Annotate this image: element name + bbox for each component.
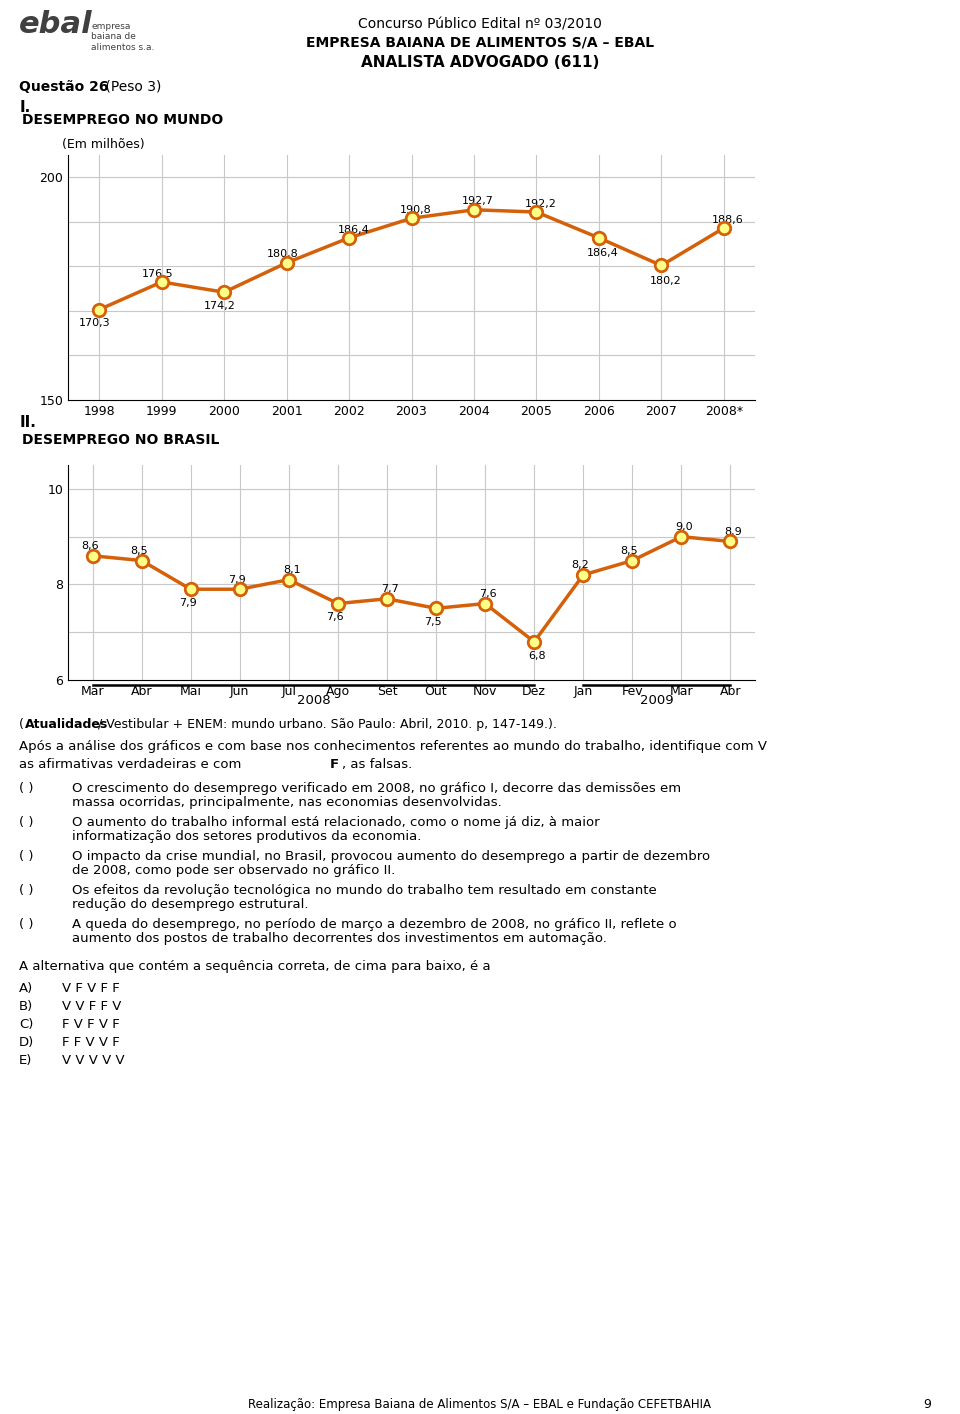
Text: DESEMPREGO NO BRASIL: DESEMPREGO NO BRASIL — [22, 433, 220, 447]
Text: as afirmativas verdadeiras e com: as afirmativas verdadeiras e com — [19, 758, 246, 771]
Text: ( ): ( ) — [19, 850, 34, 863]
Text: II.: II. — [19, 414, 36, 430]
Text: de 2008, como pode ser observado no gráfico II.: de 2008, como pode ser observado no gráf… — [72, 864, 396, 877]
Text: 7,7: 7,7 — [381, 584, 398, 594]
Text: O impacto da crise mundial, no Brasil, provocou aumento do desemprego a partir d: O impacto da crise mundial, no Brasil, p… — [72, 850, 710, 863]
Text: 174,2: 174,2 — [204, 301, 236, 311]
Text: 176,5: 176,5 — [142, 269, 174, 279]
Text: 8,6: 8,6 — [81, 542, 99, 551]
Text: (: ( — [19, 718, 24, 731]
Text: V F V F F: V F V F F — [62, 981, 120, 995]
Text: ( ): ( ) — [19, 918, 34, 930]
Text: 7,9: 7,9 — [179, 598, 197, 608]
Text: (Em milhões): (Em milhões) — [62, 139, 145, 151]
Text: 7,5: 7,5 — [424, 618, 442, 628]
Text: 8,9: 8,9 — [725, 527, 742, 537]
Text: 2009: 2009 — [640, 694, 674, 707]
Text: Concurso Público Edital nº 03/2010: Concurso Público Edital nº 03/2010 — [358, 18, 602, 33]
Text: ( ): ( ) — [19, 782, 34, 795]
Text: 9: 9 — [924, 1398, 931, 1411]
Text: Questão 26: Questão 26 — [19, 81, 108, 93]
Text: ( ): ( ) — [19, 884, 34, 896]
Text: F V F V F: F V F V F — [62, 1018, 120, 1031]
Text: V V V V V: V V V V V — [62, 1053, 125, 1068]
Text: Realização: Empresa Baiana de Alimentos S/A – EBAL e Fundação CEFETBAHIA: Realização: Empresa Baiana de Alimentos … — [249, 1398, 711, 1411]
Text: Após a análise dos gráficos e com base nos conhecimentos referentes ao mundo do : Após a análise dos gráficos e com base n… — [19, 740, 767, 754]
Text: F: F — [329, 758, 339, 771]
Text: 192,7: 192,7 — [462, 197, 494, 206]
Text: 8,1: 8,1 — [283, 566, 300, 575]
Text: 7,9: 7,9 — [228, 574, 246, 584]
Text: I.: I. — [19, 100, 31, 115]
Text: A alternativa que contém a sequência correta, de cima para baixo, é a: A alternativa que contém a sequência cor… — [19, 960, 491, 973]
Text: 192,2: 192,2 — [524, 199, 557, 209]
Text: EMPRESA BAIANA DE ALIMENTOS S/A – EBAL: EMPRESA BAIANA DE ALIMENTOS S/A – EBAL — [306, 35, 654, 49]
Text: E): E) — [19, 1053, 33, 1068]
Text: 180,8: 180,8 — [267, 249, 299, 259]
Text: 188,6: 188,6 — [712, 215, 744, 225]
Text: 186,4: 186,4 — [588, 247, 619, 259]
Text: 6,8: 6,8 — [528, 650, 546, 660]
Text: redução do desemprego estrutural.: redução do desemprego estrutural. — [72, 898, 308, 911]
Text: 180,2: 180,2 — [650, 276, 682, 286]
Text: Os efeitos da revolução tecnológica no mundo do trabalho tem resultado em consta: Os efeitos da revolução tecnológica no m… — [72, 884, 657, 896]
Text: Atualidades: Atualidades — [25, 718, 108, 731]
Text: F F V V F: F F V V F — [62, 1036, 120, 1049]
Text: informatização dos setores produtivos da economia.: informatização dos setores produtivos da… — [72, 830, 421, 843]
Text: B): B) — [19, 1000, 34, 1012]
Text: 7,6: 7,6 — [479, 588, 496, 600]
Text: D): D) — [19, 1036, 35, 1049]
Text: aumento dos postos de trabalho decorrentes dos investimentos em automação.: aumento dos postos de trabalho decorrent… — [72, 932, 607, 945]
Text: A): A) — [19, 981, 34, 995]
Text: ebal: ebal — [19, 10, 93, 40]
Text: O aumento do trabalho informal está relacionado, como o nome já diz, à maior: O aumento do trabalho informal está rela… — [72, 816, 600, 829]
Text: , as falsas.: , as falsas. — [342, 758, 412, 771]
Text: / Vestibular + ENEM: mundo urbano. São Paulo: Abril, 2010. p, 147-149.).: / Vestibular + ENEM: mundo urbano. São P… — [94, 718, 557, 731]
Text: 186,4: 186,4 — [337, 225, 369, 235]
Text: massa ocorridas, principalmente, nas economias desenvolvidas.: massa ocorridas, principalmente, nas eco… — [72, 796, 502, 809]
Text: 7,6: 7,6 — [326, 612, 344, 622]
Text: 2008: 2008 — [297, 694, 330, 707]
Text: ANALISTA ADVOGADO (611): ANALISTA ADVOGADO (611) — [361, 55, 599, 71]
Text: 190,8: 190,8 — [399, 205, 432, 215]
Text: (Peso 3): (Peso 3) — [101, 81, 161, 93]
Text: 8,5: 8,5 — [621, 546, 638, 556]
Text: C): C) — [19, 1018, 34, 1031]
Text: 170,3: 170,3 — [80, 318, 110, 328]
Text: DESEMPREGO NO MUNDO: DESEMPREGO NO MUNDO — [22, 113, 224, 127]
Text: O crescimento do desemprego verificado em 2008, no gráfico I, decorre das demiss: O crescimento do desemprego verificado e… — [72, 782, 682, 795]
Text: 8,2: 8,2 — [571, 560, 589, 570]
Text: 9,0: 9,0 — [675, 522, 693, 532]
Text: A queda do desemprego, no período de março a dezembro de 2008, no gráfico II, re: A queda do desemprego, no período de mar… — [72, 918, 677, 930]
Text: ( ): ( ) — [19, 816, 34, 829]
Text: empresa
baiana de
alimentos s.a.: empresa baiana de alimentos s.a. — [91, 23, 155, 52]
Text: V V F F V: V V F F V — [62, 1000, 122, 1012]
Text: 8,5: 8,5 — [130, 546, 148, 556]
